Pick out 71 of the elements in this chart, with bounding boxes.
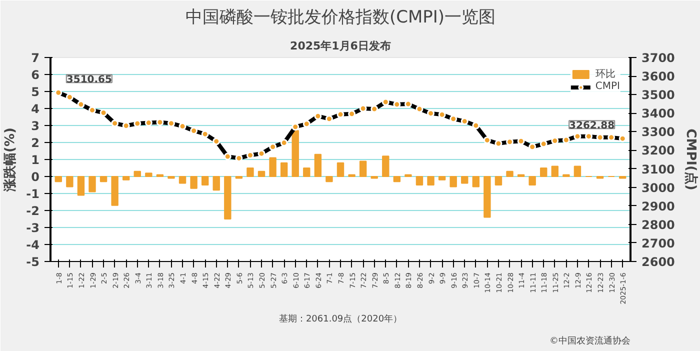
y-tick-label: 0 [31,170,40,184]
chart-subtitle: 2025年1月6日发布 [290,40,391,52]
bar [438,176,446,180]
text: ©中国农资流通协会 [550,336,630,346]
bar [122,176,130,180]
bar [416,176,424,186]
y2-tick-label: 3100 [642,162,675,176]
y2-tick-label: 3400 [642,106,675,121]
legend-label: 环比 [595,68,616,81]
bar [528,176,536,186]
y-tick-label: 3 [31,119,40,133]
bar [88,176,96,192]
bar [246,168,254,177]
bar [314,154,322,177]
bar [201,176,209,186]
bar [461,176,468,184]
bar [551,166,558,177]
y2-tick-label: 3000 [642,180,675,195]
bar [269,157,276,177]
y-tick-label: 7 [31,51,40,65]
y-tick-label: -2 [26,204,40,218]
bar [540,168,548,177]
y2-tick-label: 2900 [642,199,675,214]
bar [494,176,502,186]
y2-tick-label: 3200 [642,144,675,158]
bar [145,172,152,177]
bar [450,176,457,188]
y2-tick-label: 3300 [642,125,675,140]
bar [54,176,62,182]
bar [66,176,74,188]
bar [506,170,514,177]
bar [258,170,266,177]
y-tick-label: 1 [31,153,40,167]
bar [336,162,344,177]
y-tick-label: -5 [26,255,40,269]
y-tick-label: 4 [31,102,40,116]
bar [178,176,186,184]
bar [382,156,390,177]
y2-tick-label: 2700 [642,236,675,250]
y2-axis-title: CMPI(点) [682,128,699,190]
y2-tick-label: 2800 [642,218,675,232]
bar [303,168,310,177]
bar [472,176,480,188]
bar [280,162,288,177]
bar [484,176,491,218]
y-axis-title: 涨跌幅(%) [3,128,18,192]
y-tick-label: 5 [31,85,40,99]
y2-tick-label: 2600 [642,255,675,269]
bar [359,160,367,177]
bar [574,166,582,177]
bar [111,176,118,206]
y-tick-label: -1 [26,187,40,201]
bar [212,176,220,191]
bar [224,176,232,220]
bar [100,176,108,182]
bar [427,176,434,186]
y-tick-label: 6 [31,68,40,82]
y2-tick-label: 3600 [642,70,675,84]
bar [134,170,141,177]
bar [326,176,333,182]
text: 基期：2061.09点（2020年） [278,314,402,324]
bar [190,176,198,189]
y2-tick-label: 3500 [642,88,675,102]
y-tick-label: -3 [26,221,40,235]
legend-label: CMPI [595,81,620,92]
y-tick-label: -4 [26,238,40,252]
chart-title: 中国磷酸一铵批发价格指数(CMPI)一览图 [185,8,496,28]
y-tick-label: 2 [31,136,40,150]
y2-tick-label: 3700 [642,51,675,65]
bar [393,176,401,182]
bar [77,176,85,196]
